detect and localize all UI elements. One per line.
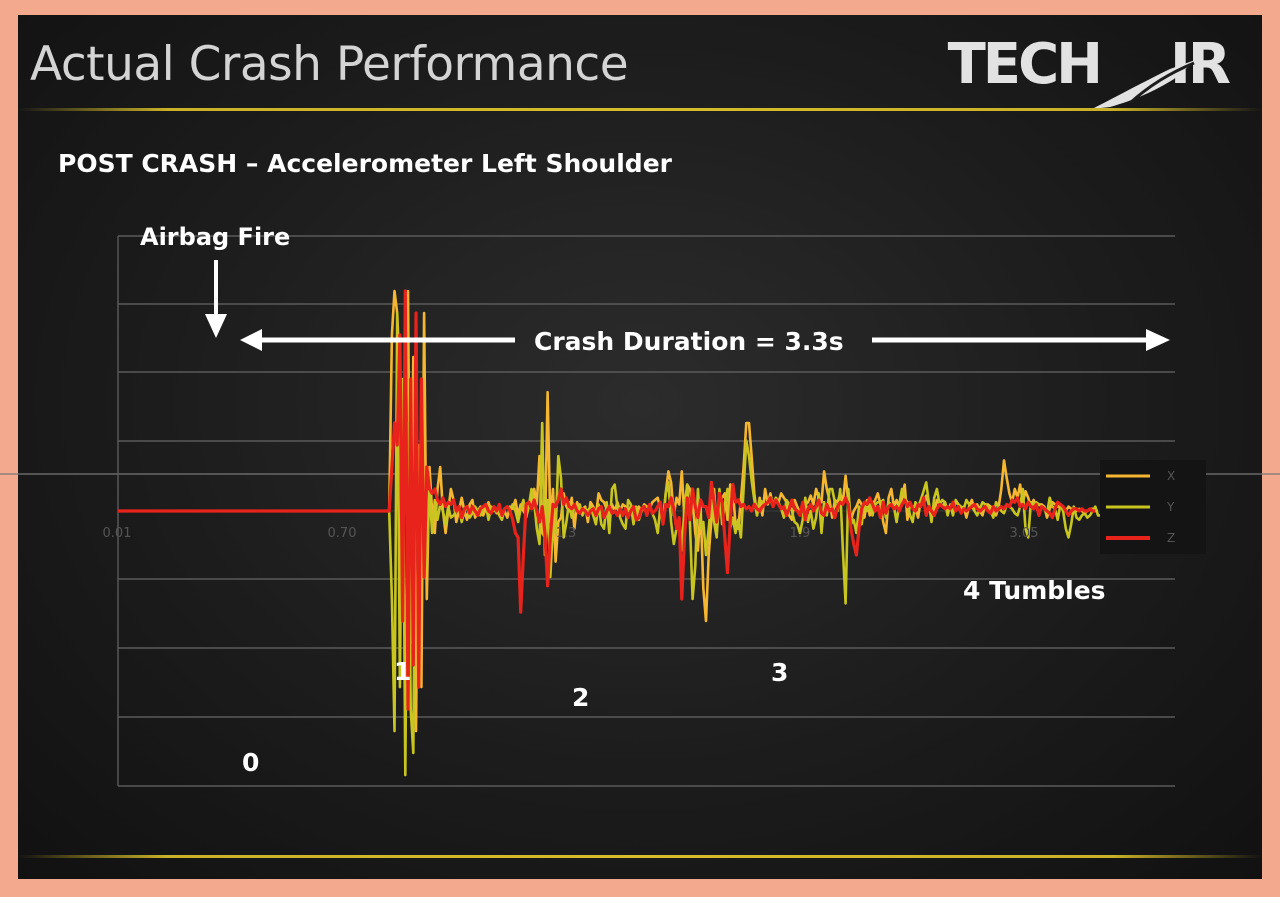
chart-subtitle: POST CRASH – Accelerometer Left Shoulder <box>58 149 672 178</box>
tumble-2-label: 2 <box>572 683 589 712</box>
top-rule <box>18 108 1262 111</box>
x-tick-labels: 0.01 0.70 1.3 1.9 3.05 <box>103 526 1039 541</box>
legend-label-z: Z <box>1167 531 1175 545</box>
legend-label-x: X <box>1167 469 1175 483</box>
legend-label-y: Y <box>1166 500 1175 514</box>
duration-arrow-right-head <box>1146 329 1170 351</box>
bottom-rule <box>18 855 1262 858</box>
logo-swoosh-icon <box>1092 59 1198 109</box>
airbag-fire-label: Airbag Fire <box>140 223 290 251</box>
series-y-line <box>118 311 1120 777</box>
x-tick-0: 0.01 <box>103 526 132 541</box>
duration-arrow-left-head <box>240 329 262 351</box>
logo-text-2: IR <box>1170 32 1231 97</box>
airbag-arrow-head <box>205 314 227 338</box>
annotations: Airbag Fire Crash Duration = 3.3s 4 Tumb… <box>140 223 1170 777</box>
x-tick-3: 1.9 <box>790 526 811 541</box>
legend: X Y Z <box>1100 460 1206 554</box>
series-lines <box>118 289 1120 777</box>
four-tumbles-label: 4 Tumbles <box>963 576 1106 605</box>
tech-air-logo: TECH IR <box>947 32 1231 97</box>
x-tick-2: 1.3 <box>556 526 577 541</box>
tumble-0-label: 0 <box>242 748 259 777</box>
x-tick-4: 3.05 <box>1010 526 1039 541</box>
slide-title: Actual Crash Performance <box>30 37 629 92</box>
gridlines <box>0 235 1280 787</box>
tumble-3-label: 3 <box>771 658 788 687</box>
crash-duration-label: Crash Duration = 3.3s <box>534 327 844 356</box>
tumble-1-label: 1 <box>394 657 411 686</box>
slide: Actual Crash Performance TECH IR POST CRA… <box>18 15 1262 879</box>
x-tick-1: 0.70 <box>328 526 357 541</box>
logo-text: TECH <box>947 32 1103 97</box>
series-z-line <box>118 289 1096 711</box>
